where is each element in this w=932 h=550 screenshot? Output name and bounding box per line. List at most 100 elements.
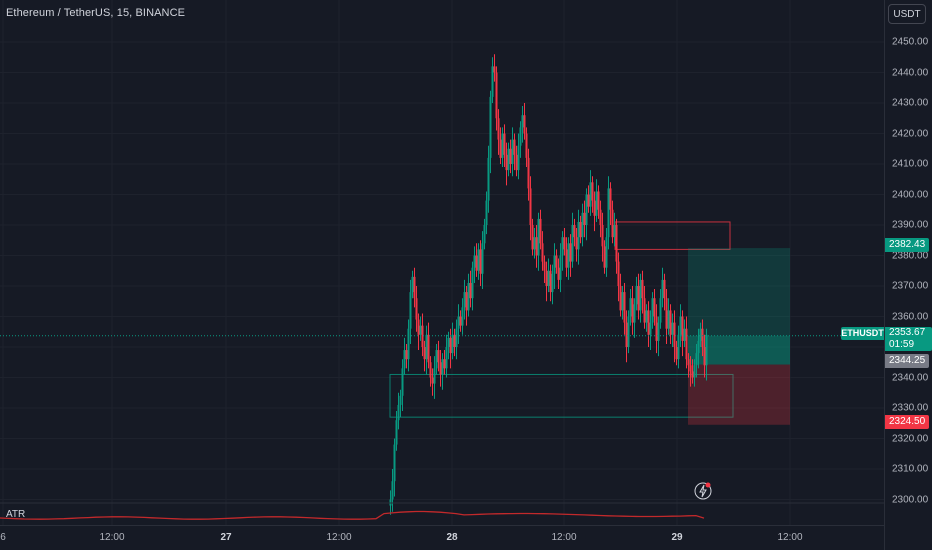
stop-price-tag: 2324.50 <box>885 415 929 429</box>
price-chart[interactable] <box>0 0 884 525</box>
candle-body <box>519 127 522 146</box>
candle-body <box>653 298 656 317</box>
candle-body <box>589 182 592 207</box>
candle-body <box>425 334 428 360</box>
candle-body <box>671 322 674 335</box>
candle-body <box>449 337 452 354</box>
candle-body <box>413 276 416 299</box>
candle-body <box>481 243 484 274</box>
candle-body <box>679 316 682 335</box>
bar-countdown: 01:59 <box>889 339 915 350</box>
candle-body <box>399 395 402 405</box>
candle-body <box>607 188 610 238</box>
candle-body <box>465 292 468 311</box>
candle-body <box>513 139 516 155</box>
candle-body <box>685 328 688 360</box>
price-axis[interactable] <box>884 0 932 550</box>
last-price-tag: 2353.67 01:59 <box>885 327 932 351</box>
candle-body <box>643 298 646 323</box>
entry-price-tag: 2344.25 <box>885 354 929 368</box>
candle-body <box>569 243 572 262</box>
candle-body <box>445 347 448 369</box>
grid-lines <box>0 0 884 525</box>
candle-body <box>461 307 464 326</box>
price-tick-label: 2320.00 <box>892 433 929 444</box>
candlesticks <box>389 54 708 515</box>
candle-body <box>617 261 620 286</box>
candle-body <box>517 145 520 171</box>
candle-body <box>553 255 556 274</box>
candle-body <box>601 225 604 247</box>
candle-body <box>593 200 596 216</box>
stop-area <box>688 364 790 425</box>
candle-body <box>485 200 488 225</box>
candle-body <box>423 347 426 360</box>
candle-body <box>437 350 440 363</box>
candle-body <box>409 292 412 329</box>
time-tick-label: 12:00 <box>551 532 577 543</box>
candle-body <box>647 310 650 335</box>
candle-body <box>629 298 632 317</box>
candle-body <box>479 249 482 274</box>
candle-body <box>609 188 612 210</box>
price-tick-label: 2390.00 <box>892 219 929 231</box>
candle-body <box>397 404 400 421</box>
price-tick-label: 2310.00 <box>892 463 929 475</box>
candle-body <box>473 255 476 268</box>
candle-body <box>539 218 542 244</box>
candle-body <box>681 316 684 341</box>
candle-body <box>693 365 696 378</box>
candle-body <box>483 225 486 244</box>
candle-body <box>523 115 526 134</box>
price-tick-label: 2410.00 <box>892 158 929 170</box>
candle-body <box>487 157 490 201</box>
candle-body <box>619 286 622 311</box>
time-tick-label: 29 <box>671 532 683 543</box>
candle-body <box>687 359 690 366</box>
candle-body <box>421 325 424 347</box>
candle-body <box>455 328 458 347</box>
candle-body <box>691 371 694 378</box>
time-tick-label: 12:00 <box>326 532 352 543</box>
flash-icon[interactable] <box>694 482 712 500</box>
candle-body <box>663 279 666 299</box>
time-tick-label: 6 <box>0 532 6 543</box>
candle-body <box>603 246 606 268</box>
time-tick-label: 12:00 <box>99 532 125 543</box>
candle-body <box>699 328 702 341</box>
candle-body <box>611 209 614 238</box>
currency-button[interactable]: USDT <box>888 4 926 24</box>
price-tick-label: 2360.00 <box>892 311 929 322</box>
candle-body <box>469 282 472 299</box>
candle-body <box>477 249 480 271</box>
price-tick-label: 2370.00 <box>892 280 929 292</box>
candle-body <box>431 377 434 384</box>
candle-body <box>673 322 676 347</box>
candle-body <box>467 282 470 311</box>
candle-body <box>509 148 512 164</box>
candle-body <box>577 221 580 250</box>
candle-body <box>591 182 594 201</box>
candle-body <box>657 322 660 341</box>
candle-body <box>439 362 442 375</box>
time-tick-label: 27 <box>220 532 232 543</box>
price-tick-label: 2380.00 <box>892 250 929 261</box>
candle-body <box>581 212 584 238</box>
candle-body <box>495 72 498 119</box>
candle-body <box>501 133 504 158</box>
supply-zone-box <box>614 221 731 250</box>
candle-body <box>637 286 640 311</box>
candle-body <box>571 225 574 262</box>
candle-body <box>615 225 618 262</box>
candle-body <box>689 365 692 372</box>
time-axis[interactable] <box>0 525 884 550</box>
candle-body <box>579 221 582 238</box>
candle-body <box>493 66 496 73</box>
candle-body <box>585 194 588 225</box>
candle-body <box>547 270 550 286</box>
candle-body <box>567 243 570 268</box>
atr-indicator-label[interactable]: ATR <box>6 509 26 520</box>
candle-body <box>393 444 396 482</box>
symbol-tag: ETHUSDT <box>841 327 884 340</box>
price-tick-label: 2340.00 <box>892 372 929 383</box>
